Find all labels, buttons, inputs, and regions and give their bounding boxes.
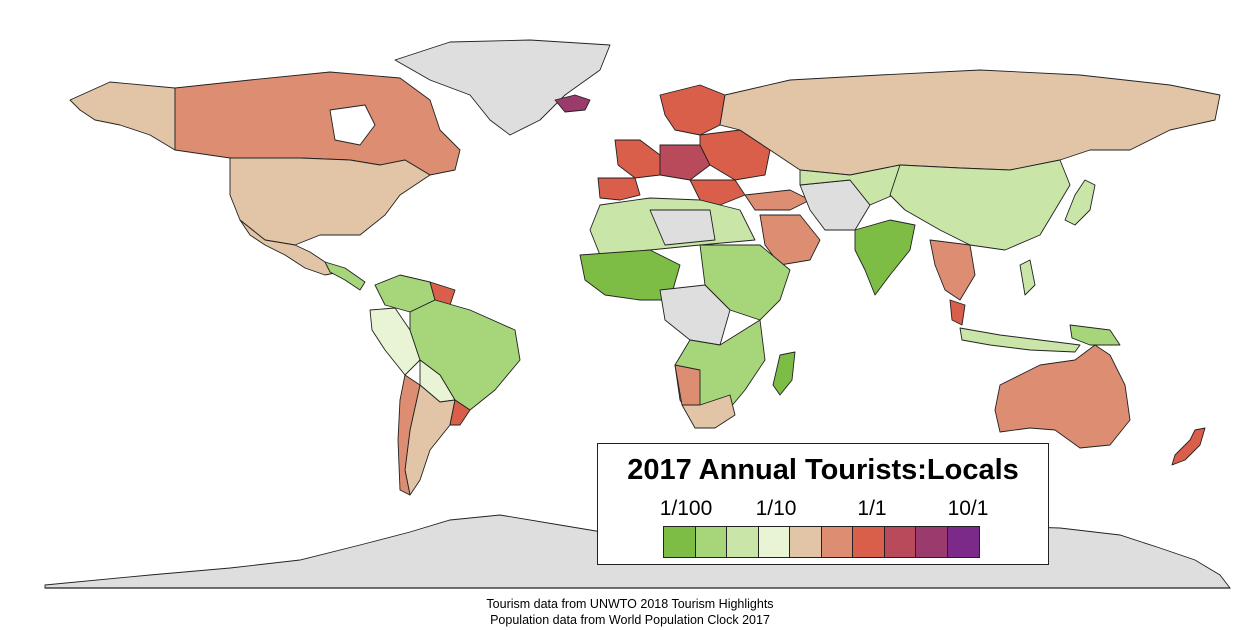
namibia bbox=[674, 364, 701, 406]
southeast-asia bbox=[929, 239, 976, 301]
madagascar bbox=[772, 351, 796, 396]
central-europe bbox=[659, 144, 711, 181]
legend-swatch-3 bbox=[758, 527, 790, 557]
japan bbox=[1064, 179, 1096, 226]
greenland bbox=[394, 39, 611, 136]
new-zealand bbox=[1171, 427, 1206, 466]
new-guinea bbox=[1069, 324, 1121, 346]
uruguay bbox=[449, 399, 471, 426]
brazil bbox=[409, 299, 521, 411]
legend-swatch-6 bbox=[853, 527, 885, 557]
iceland bbox=[554, 94, 591, 113]
land-masses bbox=[69, 39, 1221, 496]
legend-swatch-8 bbox=[916, 527, 948, 557]
scandinavia bbox=[659, 84, 726, 136]
philippines bbox=[1019, 259, 1036, 296]
peru-ecuador bbox=[369, 307, 421, 376]
turkey bbox=[744, 189, 811, 211]
alaska bbox=[69, 81, 176, 151]
source-line-population: Population data from World Population Cl… bbox=[490, 613, 770, 627]
south-africa bbox=[681, 394, 736, 429]
legend-color-scale bbox=[663, 526, 980, 558]
legend-swatch-0 bbox=[664, 527, 696, 557]
balkans bbox=[689, 179, 746, 206]
legend-tick-1-1: 1/1 bbox=[857, 497, 887, 520]
legend-tick-10-1: 10/1 bbox=[947, 497, 989, 520]
central-asia bbox=[799, 164, 906, 206]
legend-tick-1-10: 1/10 bbox=[755, 497, 797, 520]
malaysia bbox=[949, 299, 966, 326]
spain-portugal bbox=[597, 177, 641, 201]
hudson-bay bbox=[329, 104, 376, 146]
legend-swatch-2 bbox=[727, 527, 759, 557]
sahara-nodata bbox=[649, 209, 716, 246]
australia bbox=[994, 344, 1131, 449]
india bbox=[854, 219, 916, 296]
legend-swatch-5 bbox=[821, 527, 853, 557]
legend-title: 2017 Annual Tourists:Locals bbox=[627, 454, 1019, 486]
west-africa bbox=[579, 249, 681, 301]
chile bbox=[397, 374, 421, 496]
france-uk bbox=[614, 139, 661, 179]
saudi-arabia bbox=[759, 214, 821, 266]
indonesia bbox=[959, 327, 1081, 353]
legend: 2017 Annual Tourists:Locals 1/100 1/10 1… bbox=[597, 443, 1049, 565]
russia bbox=[719, 69, 1221, 176]
usa bbox=[229, 157, 431, 246]
china bbox=[889, 159, 1071, 251]
legend-swatch-7 bbox=[884, 527, 916, 557]
legend-swatch-4 bbox=[790, 527, 822, 557]
legend-swatch-9 bbox=[947, 527, 979, 557]
legend-tick-1-100: 1/100 bbox=[659, 497, 713, 520]
central-america bbox=[324, 261, 366, 291]
source-line-tourism: Tourism data from UNWTO 2018 Tourism Hig… bbox=[486, 597, 774, 611]
legend-swatch-1 bbox=[695, 527, 727, 557]
